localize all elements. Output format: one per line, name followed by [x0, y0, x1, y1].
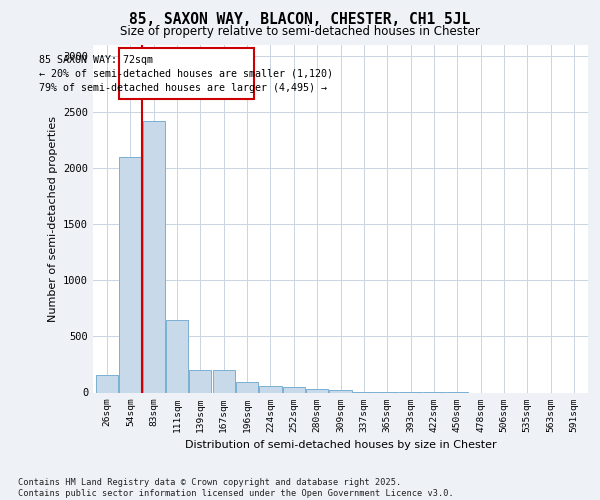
- Bar: [306, 389, 328, 392]
- Bar: [236, 382, 258, 392]
- Bar: [119, 157, 142, 392]
- Text: Contains HM Land Registry data © Crown copyright and database right 2025.
Contai: Contains HM Land Registry data © Crown c…: [18, 478, 454, 498]
- Bar: [166, 320, 188, 392]
- Bar: [190, 370, 211, 392]
- Bar: [212, 370, 235, 392]
- Y-axis label: Number of semi-detached properties: Number of semi-detached properties: [47, 116, 58, 322]
- Text: 85 SAXON WAY: 72sqm
← 20% of semi-detached houses are smaller (1,120)
79% of sem: 85 SAXON WAY: 72sqm ← 20% of semi-detach…: [40, 54, 334, 92]
- Bar: [143, 121, 165, 392]
- Text: 85, SAXON WAY, BLACON, CHESTER, CH1 5JL: 85, SAXON WAY, BLACON, CHESTER, CH1 5JL: [130, 12, 470, 28]
- Text: Size of property relative to semi-detached houses in Chester: Size of property relative to semi-detach…: [120, 25, 480, 38]
- X-axis label: Distribution of semi-detached houses by size in Chester: Distribution of semi-detached houses by …: [185, 440, 496, 450]
- FancyBboxPatch shape: [119, 48, 254, 99]
- Bar: [259, 386, 281, 392]
- Bar: [96, 374, 118, 392]
- Bar: [283, 387, 305, 392]
- Bar: [329, 390, 352, 392]
